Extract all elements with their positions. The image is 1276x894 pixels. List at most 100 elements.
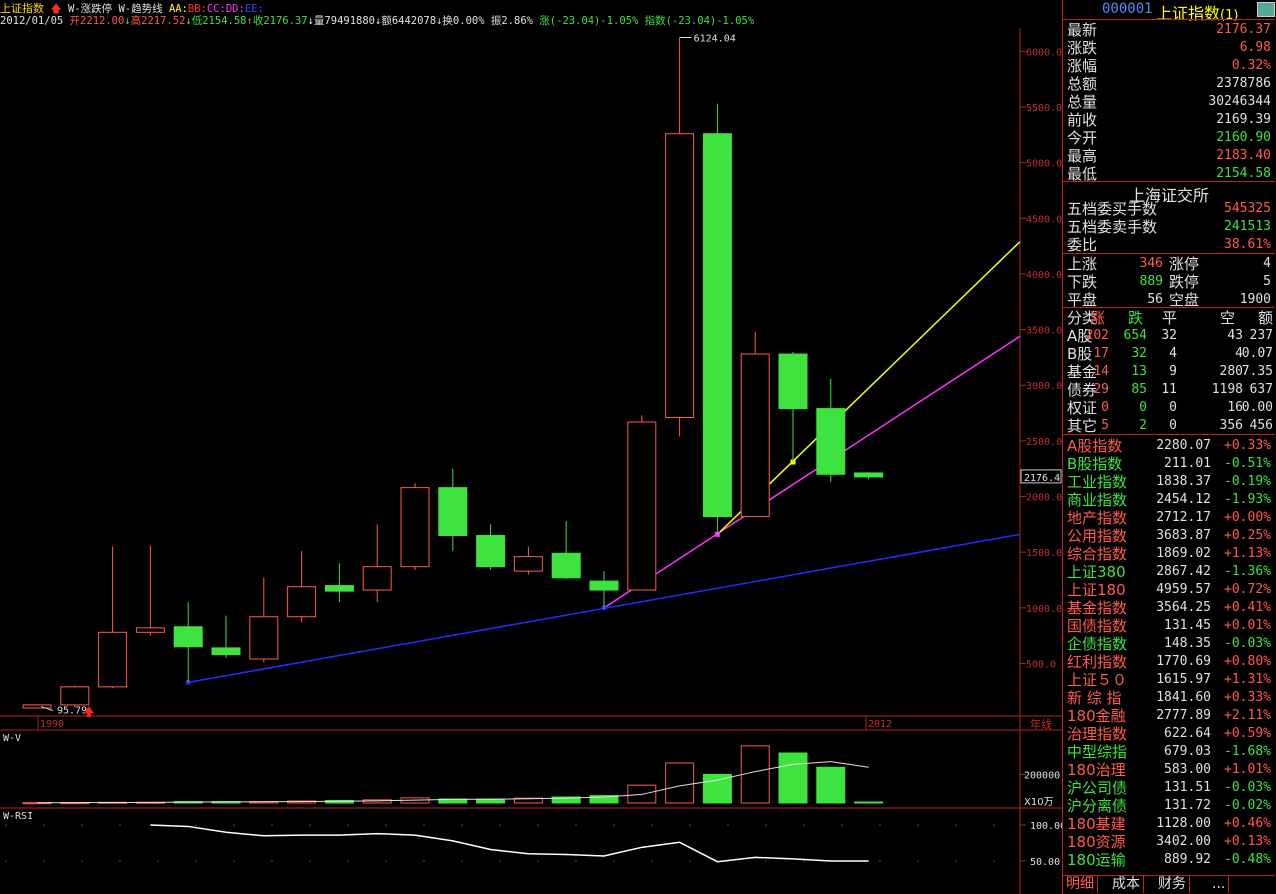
index-name: 综合指数: [1067, 545, 1128, 563]
index-row[interactable]: 综合指数 1869.02 +1.13%: [1063, 545, 1275, 563]
tab-3[interactable]: ...: [1209, 876, 1230, 893]
class-cell: 43: [1227, 328, 1243, 343]
class-name: 其它: [1067, 417, 1098, 435]
index-name: 沪公司债: [1067, 779, 1128, 797]
rsi-grid-dot: [955, 860, 957, 862]
breadth-value: 5: [1263, 274, 1271, 289]
index-name: 180资源: [1067, 833, 1126, 851]
index-row[interactable]: B股指数 211.01 -0.51%: [1063, 455, 1275, 473]
index-row[interactable]: 商业指数 2454.12 -1.93%: [1063, 491, 1275, 509]
index-change: +0.41%: [1224, 600, 1271, 615]
price-tick-label: 4000.0: [1026, 270, 1062, 281]
candle-body: [816, 408, 846, 475]
index-price: 1869.02: [1156, 546, 1211, 561]
index-row[interactable]: 国债指数 131.45 +0.01%: [1063, 617, 1275, 635]
chart-frame: [0, 28, 1062, 894]
candle-body: [400, 487, 430, 568]
indicator-zdt[interactable]: W-涨跌停: [67, 3, 113, 15]
price-tick-label: 500.0: [1026, 659, 1056, 670]
down-arrow-icon: ↓: [375, 15, 382, 27]
volume-bar: [816, 766, 846, 804]
order-row: 五档委买手数 545325: [1063, 200, 1275, 218]
class-header-cell[interactable]: 涨: [1089, 309, 1105, 327]
info-low: 低2154.58: [191, 15, 247, 27]
info-open: 开2212.00: [69, 15, 125, 27]
candle-body: [98, 631, 128, 688]
volume-tick-label: 200000: [1024, 770, 1060, 781]
index-row[interactable]: 公用指数 3683.87 +0.25%: [1063, 527, 1275, 545]
candle-body: [249, 616, 279, 660]
index-row[interactable]: 地产指数 2712.17 +0.00%: [1063, 509, 1275, 527]
index-row[interactable]: 工业指数 1838.37 -0.19%: [1063, 473, 1275, 491]
index-row[interactable]: 180资源 3402.00 +0.13%: [1063, 833, 1275, 851]
class-cell: 2: [1139, 418, 1147, 433]
index-row[interactable]: 治理指数 622.64 +0.59%: [1063, 725, 1275, 743]
quote-row-value: 2183.40: [1216, 148, 1271, 163]
rsi-panel: W-RSI 100.00 50.00: [3, 811, 1062, 868]
stock-code[interactable]: 000001: [1102, 1, 1153, 17]
class-header-cell[interactable]: 空: [1219, 309, 1235, 327]
info-index-change: 指数(-23.04)-1.05%: [644, 15, 755, 27]
index-row[interactable]: 180运输 889.92 -0.48%: [1063, 851, 1275, 869]
period-label: 年线: [1030, 717, 1052, 731]
tab-0[interactable]: 明细: [1063, 876, 1098, 893]
class-cell: 4: [1169, 346, 1177, 361]
class-header-cell[interactable]: 跌: [1127, 309, 1143, 327]
index-change: -0.48%: [1224, 852, 1271, 867]
index-change: +1.13%: [1224, 546, 1271, 561]
volume-bar: [551, 796, 581, 804]
index-row[interactable]: 基金指数 3564.25 +0.41%: [1063, 599, 1275, 617]
index-row[interactable]: 沪公司债 131.51 -0.03%: [1063, 779, 1275, 797]
rsi-grid-dot: [955, 824, 957, 826]
index-name: 工业指数: [1067, 473, 1128, 491]
volume-unit-label: X10万: [1024, 797, 1054, 808]
rsi-grid-dot: [765, 860, 767, 862]
info-change: 涨(-23.04)-1.05%: [539, 15, 639, 27]
index-row[interactable]: 企债指数 148.35 -0.03%: [1063, 635, 1275, 653]
index-price: 2777.89: [1156, 708, 1211, 723]
breadth-label: 空盘: [1169, 291, 1200, 309]
index-name: 国债指数: [1067, 617, 1128, 635]
rsi-grid-dot: [993, 824, 995, 826]
price-axis: 6000.0 5500.0 5000.0 4500.0 4000.0 3500.0 3000…: [1020, 47, 1062, 670]
quote-row: 总额 2378786: [1063, 75, 1275, 93]
tab-2[interactable]: 财务: [1155, 876, 1190, 893]
class-header-cell[interactable]: 分类: [1067, 309, 1098, 327]
index-change: +0.00%: [1224, 510, 1271, 525]
rsi-grid-dot: [385, 860, 387, 862]
candle-body: [211, 647, 241, 656]
quote-row-label: 今开: [1067, 129, 1098, 147]
class-cell: 7.35: [1241, 364, 1273, 379]
tab-1[interactable]: 成本: [1109, 876, 1144, 893]
indicator-trend[interactable]: W-趋势线: [118, 3, 163, 15]
index-row[interactable]: 上证180 4959.57 +0.72%: [1063, 581, 1275, 599]
rsi-grid-dot: [309, 824, 311, 826]
kline-chart[interactable]: 6000.0 5500.0 5000.0 4500.0 4000.0 3500.0 3000…: [0, 0, 1062, 894]
class-cell: 32: [1161, 328, 1177, 343]
index-name: 上证180: [1067, 581, 1126, 599]
class-cell: 0.07: [1241, 346, 1273, 361]
index-row[interactable]: 180基建 1128.00 +0.46%: [1063, 815, 1275, 833]
index-row[interactable]: 红利指数 1770.69 +0.80%: [1063, 653, 1275, 671]
quote-row-label: 最低: [1067, 165, 1098, 183]
index-row[interactable]: 上证５０ 1615.97 +1.31%: [1063, 671, 1275, 689]
class-header-cell[interactable]: 平: [1161, 309, 1177, 327]
arrow-up-icon[interactable]: 🡅: [50, 2, 62, 15]
index-price: 3564.25: [1156, 600, 1211, 615]
class-cell: 32: [1131, 346, 1147, 361]
rsi-grid-dot: [423, 824, 425, 826]
volume-bar: [665, 762, 695, 804]
index-row[interactable]: 新 综 指 1841.60 +0.33%: [1063, 689, 1275, 707]
calculator-icon[interactable]: [1257, 2, 1275, 17]
index-row[interactable]: 中型综指 679.03 -1.68%: [1063, 743, 1275, 761]
class-cell: 0: [1169, 418, 1177, 433]
index-row[interactable]: 上证380 2867.42 -1.36%: [1063, 563, 1275, 581]
rsi-grid-dot: [841, 824, 843, 826]
index-name[interactable]: 上证指数: [0, 2, 44, 15]
index-row[interactable]: A股指数 2280.07 +0.33%: [1063, 437, 1275, 455]
class-cell: 654: [1123, 328, 1147, 343]
class-header-cell[interactable]: 额: [1257, 309, 1273, 327]
index-row[interactable]: 180治理 583.00 +1.01%: [1063, 761, 1275, 779]
index-row[interactable]: 180金融 2777.89 +2.11%: [1063, 707, 1275, 725]
index-row[interactable]: 沪分离债 131.72 -0.02%: [1063, 797, 1275, 815]
